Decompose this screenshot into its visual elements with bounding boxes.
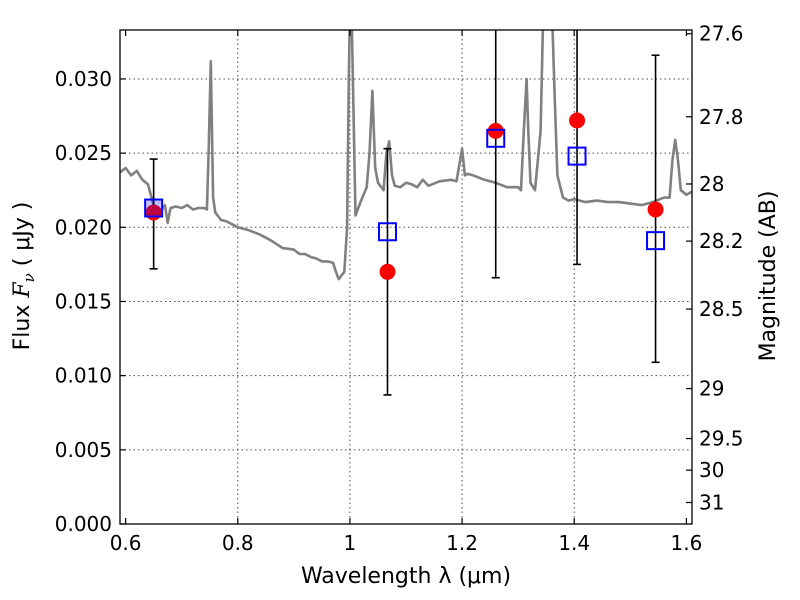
right-tick-label: 28.2 (699, 229, 744, 253)
y-tick-label: 0.030 (55, 67, 112, 91)
right-tick-label: 28.5 (699, 297, 744, 321)
observed-flux-point (569, 112, 586, 129)
x-tick-label: 0.6 (110, 531, 142, 555)
y-axis-title-prefix: Flux (10, 298, 35, 351)
y-tick-label: 0.020 (55, 215, 112, 239)
y-axis-title: Flux Fν ( μJy ) (10, 202, 38, 351)
x-tick-label: 1.2 (446, 531, 478, 555)
model-photometry-point (646, 231, 666, 251)
x-tick-label: 1.6 (670, 531, 702, 555)
y-tick-label: 0.025 (55, 141, 112, 165)
right-axis-title: Magnitude (AB) (756, 191, 781, 362)
right-tick-label: 27.8 (699, 105, 744, 129)
right-tick-label: 31 (699, 490, 724, 514)
plot-frame (119, 29, 693, 525)
model-photometry-point-tint (146, 200, 162, 216)
grid-layer (120, 30, 692, 524)
y-tick-label: 0.010 (55, 364, 112, 388)
plot-layer (120, 30, 692, 396)
x-tick-label: 0.8 (222, 531, 254, 555)
axis-layer: 0.6 0.8 1 1.2 1.4 1.6 0.000 0.005 0.010 0.015 0.02… (55, 22, 744, 555)
right-tick-label: 28 (699, 172, 724, 196)
right-tick-label: 29 (699, 377, 724, 401)
x-axis-title: Wavelength λ (μm) (301, 564, 511, 589)
y-tick-label: 0.005 (55, 438, 112, 462)
model-spectrum-line (120, 30, 692, 281)
model-photometry-point (486, 128, 506, 148)
right-tick-label: 29.5 (699, 427, 744, 451)
right-tick-label: 30 (699, 458, 724, 482)
model-photometry-point (567, 146, 587, 166)
y-axis-title-symbol: F (10, 282, 35, 299)
y-axis-title-unit: ( μJy ) (10, 202, 35, 274)
y-axis-title-subscript: ν (20, 273, 38, 282)
y-tick-label: 0.015 (55, 289, 112, 313)
model-photometry-point (144, 198, 164, 218)
observed-flux-point (379, 263, 396, 280)
y-tick-label: 0.000 (55, 512, 112, 536)
model-photometry-point (377, 222, 397, 242)
x-tick-label: 1 (344, 531, 357, 555)
right-tick-label: 27.6 (699, 22, 744, 46)
x-tick-label: 1.4 (558, 531, 590, 555)
observed-flux-point (647, 201, 664, 218)
